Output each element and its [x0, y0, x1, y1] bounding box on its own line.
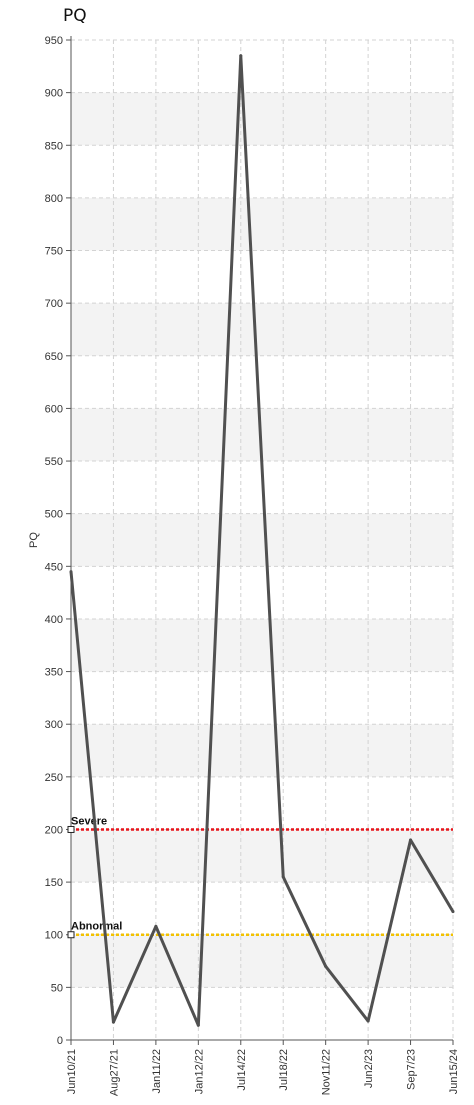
x-tick-label: Jun15/24	[448, 1049, 460, 1094]
grid-band	[71, 934, 453, 988]
y-tick-label: 600	[45, 403, 63, 415]
x-tick-label: Sep7/23	[406, 1049, 418, 1090]
tick-labels: 0 50 100 150 200 250 300 350 400 450 500 550 600 650 7…	[28, 35, 460, 1096]
grid-band	[71, 303, 453, 356]
y-tick-label: 650	[45, 351, 63, 363]
y-tick-label: 200	[45, 824, 63, 836]
data-point	[366, 1019, 370, 1023]
y-tick-label: 500	[45, 509, 63, 521]
grid-band	[71, 724, 453, 777]
y-tick-label: 800	[45, 193, 63, 205]
data-point	[324, 964, 328, 968]
x-tick-label: Jan12/22	[193, 1049, 205, 1094]
axes	[66, 36, 454, 1045]
y-tick-label: 0	[57, 1035, 63, 1047]
grid-band	[71, 513, 453, 567]
y-tick-label: 350	[45, 667, 63, 679]
chart-title: PQ	[63, 6, 87, 26]
data-point	[451, 910, 455, 914]
y-tick-label: 100	[45, 930, 63, 942]
y-tick-label: 750	[45, 246, 63, 258]
reference-lines: Severe Abnormal	[67, 815, 453, 939]
grid-band	[71, 197, 453, 251]
grid-band	[71, 829, 453, 883]
grid-band	[71, 92, 453, 146]
reference-label: Abnormal	[71, 921, 122, 933]
x-tick-label: Nov11/22	[321, 1049, 333, 1095]
background-bands	[71, 92, 453, 988]
data-series	[69, 54, 455, 1027]
y-tick-label: 550	[45, 456, 63, 468]
y-axis-label: PQ	[28, 532, 40, 548]
reference-marker	[67, 931, 75, 939]
y-tick-label: 150	[45, 877, 63, 889]
x-tick-label: Jan11/22	[151, 1049, 163, 1093]
y-tick-label: 950	[45, 35, 63, 47]
y-tick-label: 450	[45, 561, 63, 573]
y-tick-label: 700	[45, 298, 63, 310]
grid-band	[71, 618, 453, 672]
data-point	[154, 924, 158, 928]
reference-label: Severe	[71, 815, 107, 827]
y-tick-label: 850	[45, 140, 63, 152]
data-point	[111, 1020, 115, 1024]
y-tick-label: 250	[45, 772, 63, 784]
y-tick-label: 400	[45, 614, 63, 626]
y-tick-label: 50	[51, 982, 63, 994]
y-tick-label: 900	[45, 88, 63, 100]
reference-marker	[67, 825, 75, 833]
x-tick-label: Aug27/21	[108, 1049, 120, 1096]
data-point	[281, 875, 285, 879]
x-tick-label: Jun10/21	[66, 1049, 78, 1094]
data-point	[196, 1023, 200, 1027]
data-point	[69, 570, 73, 574]
x-tick-label: Jul14/22	[236, 1049, 248, 1091]
x-tick-label: Jun2/23	[363, 1049, 375, 1088]
data-point	[409, 838, 413, 842]
data-point	[239, 54, 243, 58]
series-line	[69, 54, 455, 1027]
y-tick-label: 300	[45, 719, 63, 731]
x-tick-label: Jul18/22	[278, 1049, 290, 1091]
